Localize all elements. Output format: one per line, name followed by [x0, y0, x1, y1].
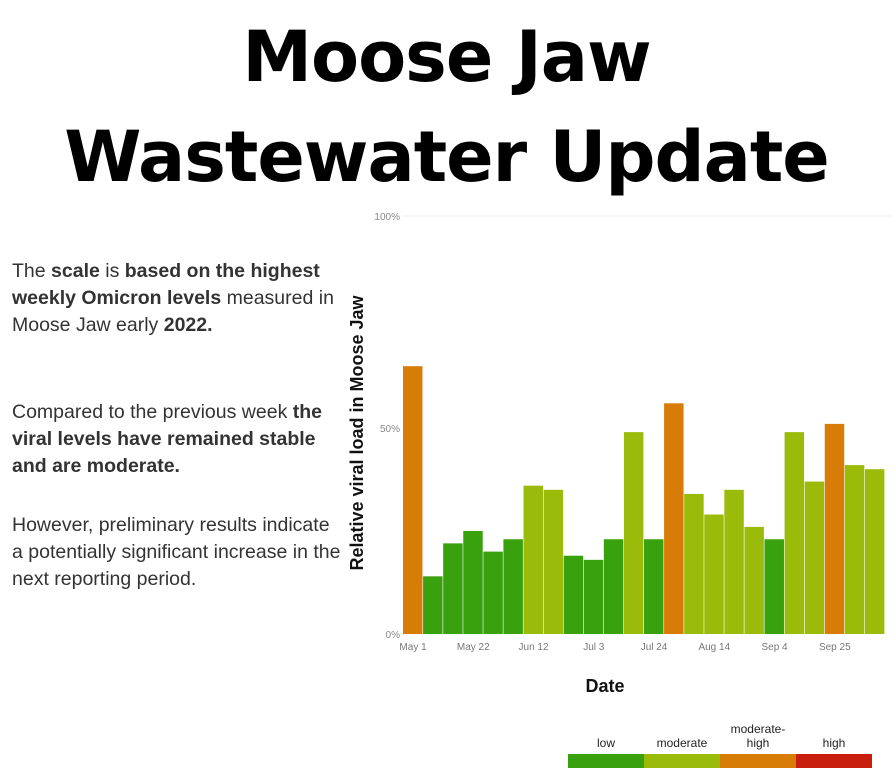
text-run: the viral levels have remained stable an… [12, 401, 322, 477]
bar [443, 543, 463, 634]
bar [644, 539, 664, 634]
legend-item-low: low [568, 736, 644, 768]
page-title-line-1: Moose Jaw [242, 16, 651, 98]
bar [583, 559, 604, 634]
legend-item-moderate: moderate [644, 736, 720, 768]
legend-swatch [644, 754, 720, 768]
x-tick-label: Jul 3 [583, 642, 605, 653]
bar [623, 432, 644, 634]
x-tick-label: Aug 14 [698, 642, 730, 653]
bar [503, 539, 523, 634]
text-run: However, preliminary results indicate a … [12, 514, 341, 590]
x-tick-label: May 1 [399, 642, 427, 653]
x-tick-label: May 22 [457, 642, 490, 653]
bar [844, 465, 865, 634]
bar [543, 489, 564, 634]
legend-item-high: high [796, 736, 872, 768]
scale-explanation-text: The scale is based on the highest weekly… [12, 258, 342, 339]
bar [483, 551, 503, 634]
chart-tick-labels: 0% 50% 100% May 1 May 22 Jun 12 Jul 3 Jul 24 Aug… [374, 212, 851, 653]
legend-swatch [720, 754, 796, 768]
weekly-comparison-text: Compared to the previous week the viral … [12, 399, 342, 480]
text-run: is [99, 260, 125, 282]
legend-label: high [822, 736, 846, 750]
bar [864, 469, 885, 634]
bar [563, 555, 584, 634]
legend-label: moderate-high [730, 722, 786, 750]
bar [684, 493, 704, 634]
bar [724, 489, 744, 634]
bar [463, 531, 483, 634]
bar [403, 366, 423, 634]
x-tick-label: Sep 25 [819, 642, 851, 653]
viral-load-bar-chart: 0% 50% 100% May 1 May 22 Jun 12 Jul 3 Jul 24 Aug… [347, 212, 893, 653]
page-title-line-2: Wastewater Update [64, 116, 830, 198]
risk-level-legend: low moderate moderate-high high [568, 722, 873, 774]
bar [423, 576, 443, 634]
bar [764, 539, 784, 634]
text-run: Compared to the previous week [12, 401, 293, 423]
chart-bars [403, 366, 885, 634]
legend-swatch [568, 754, 644, 768]
bar [664, 403, 684, 634]
text-run: based on the highest weekly Omicron leve… [12, 260, 320, 309]
legend-label: moderate [656, 736, 708, 750]
text-run: 2022. [163, 314, 213, 336]
bar [784, 432, 805, 634]
text-run: scale [51, 260, 100, 282]
bar [704, 514, 724, 634]
x-axis-label: Date [585, 676, 625, 696]
bar [804, 481, 825, 634]
x-tick-label: Jul 24 [641, 642, 668, 653]
y-tick-label: 100% [374, 212, 400, 223]
text-run: The [12, 260, 52, 282]
bar [603, 539, 624, 634]
y-tick-label: 50% [380, 424, 400, 435]
legend-item-moderate-high: moderate-high [720, 722, 796, 768]
x-tick-label: Sep 4 [761, 642, 788, 653]
y-tick-label: 0% [386, 630, 401, 641]
text-run: measured in Moose Jaw early [12, 287, 334, 336]
bar [824, 423, 845, 634]
bar [744, 526, 764, 634]
preliminary-results-text: However, preliminary results indicate a … [12, 512, 342, 593]
bar [523, 485, 543, 634]
y-axis-label: Relative viral load in Moose Jaw [347, 294, 367, 570]
legend-label: low [596, 736, 615, 750]
x-tick-label: Jun 12 [519, 642, 549, 653]
legend-swatch [796, 754, 872, 768]
